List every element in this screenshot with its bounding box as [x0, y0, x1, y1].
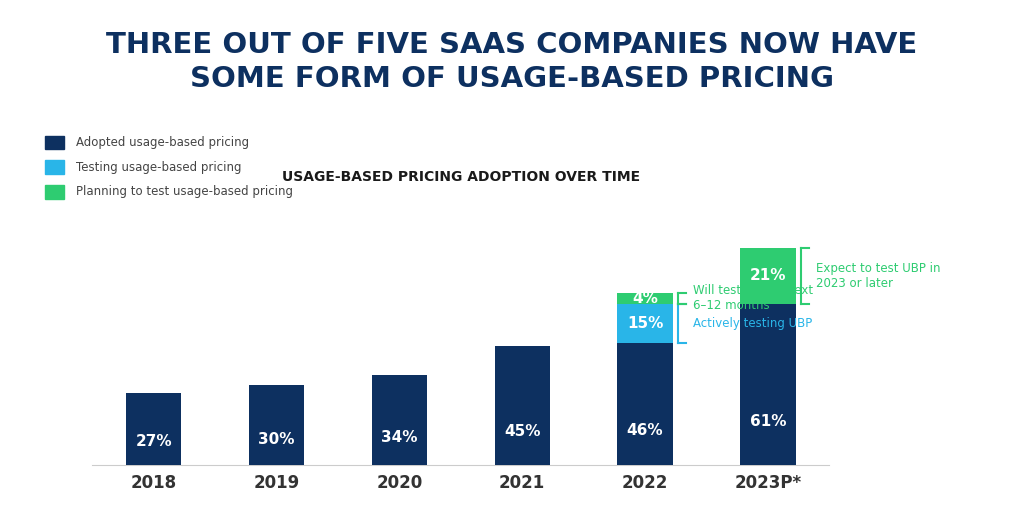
Text: Will test UBP in next
6–12 months: Will test UBP in next 6–12 months — [693, 284, 813, 313]
Text: 34%: 34% — [381, 430, 418, 445]
Bar — [45, 136, 65, 149]
Text: Expect to test UBP in
2023 or later: Expect to test UBP in 2023 or later — [816, 262, 940, 290]
Text: Testing usage-based pricing: Testing usage-based pricing — [76, 161, 242, 174]
Text: 15%: 15% — [627, 316, 664, 331]
Bar — [617, 343, 673, 465]
Text: Adopted usage-based pricing: Adopted usage-based pricing — [76, 136, 249, 149]
Text: 46%: 46% — [627, 423, 664, 438]
Bar — [249, 385, 304, 465]
Text: 27%: 27% — [135, 434, 172, 449]
Bar — [45, 161, 65, 174]
Bar — [617, 304, 673, 343]
Bar — [617, 293, 673, 304]
Text: 30%: 30% — [258, 432, 295, 447]
Text: THREE OUT OF FIVE SAAS COMPANIES NOW HAVE
SOME FORM OF USAGE-BASED PRICING: THREE OUT OF FIVE SAAS COMPANIES NOW HAV… — [106, 31, 918, 93]
Title: USAGE-BASED PRICING ADOPTION OVER TIME: USAGE-BASED PRICING ADOPTION OVER TIME — [282, 170, 640, 184]
Text: 21%: 21% — [750, 268, 786, 284]
Bar — [740, 304, 796, 465]
Text: 61%: 61% — [750, 414, 786, 429]
Bar — [372, 375, 427, 465]
Bar — [126, 393, 181, 465]
Text: Planning to test usage-based pricing: Planning to test usage-based pricing — [76, 185, 293, 199]
Bar — [45, 185, 65, 199]
Text: 4%: 4% — [632, 291, 658, 306]
Bar — [495, 346, 550, 465]
Bar — [740, 248, 796, 304]
Text: 45%: 45% — [504, 423, 541, 438]
Text: Actively testing UBP: Actively testing UBP — [693, 317, 812, 330]
